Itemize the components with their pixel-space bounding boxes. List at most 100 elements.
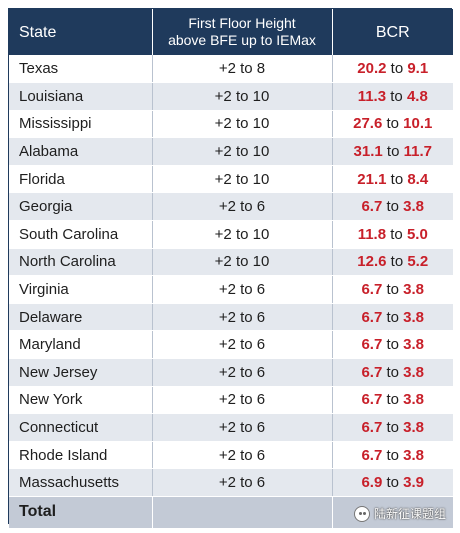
watermark: 陆新征课题组 [353,505,446,522]
table-row: Rhode Island +2 to 6 6.7 to 3.8 [9,441,453,470]
cell-first-floor-height: +2 to 6 [152,275,333,304]
cell-bcr: 6.9 to 3.9 [332,468,453,497]
bcr-from-value: 6.9 [361,474,383,492]
bcr-from-value: 6.7 [361,336,383,354]
column-header-height-line1: First Floor Height [188,15,296,31]
bcr-from-value: 27.6 [353,115,383,133]
table-row: Louisiana +2 to 10 11.3 to 4.8 [9,82,453,111]
cell-first-floor-height: +2 to 6 [152,468,333,497]
table-row: Virginia +2 to 6 6.7 to 3.8 [9,275,453,304]
cell-state: Delaware [9,303,153,332]
bcr-to-value: 3.8 [403,363,425,381]
bcr-from-value: 31.1 [353,143,383,161]
cell-first-floor-height: +2 to 6 [152,192,333,222]
bcr-table-frame: State First Floor Height above BFE up to… [8,8,453,528]
bcr-from-value: 11.8 [357,225,387,243]
table-row: North Carolina +2 to 10 12.6 to 5.2 [9,248,453,277]
bcr-connector: to [390,87,403,105]
bcr-from-value: 21.1 [357,170,387,188]
cell-bcr: 12.6 to 5.2 [332,248,453,277]
bcr-to-value: 11.7 [403,143,432,161]
cell-state: Texas [9,55,153,84]
cell-state: Virginia [9,275,153,304]
bcr-to-value: 3.8 [403,281,425,299]
cell-first-floor-height: +2 to 6 [152,441,333,470]
bcr-to-value: 8.4 [407,170,429,188]
bcr-from-value: 6.7 [361,198,383,216]
bcr-to-value: 3.9 [403,474,425,492]
cell-bcr: 6.7 to 3.8 [332,413,453,442]
bcr-table: State First Floor Height above BFE up to… [9,9,453,528]
column-header-height-line2: above BFE up to IEMax [168,32,316,48]
cell-bcr: 6.7 to 3.8 [332,303,453,332]
bcr-connector: to [386,336,399,354]
table-header-row: State First Floor Height above BFE up to… [9,9,453,55]
cell-first-floor-height: +2 to 6 [152,330,333,360]
cell-bcr: 6.7 to 3.8 [332,192,453,222]
bcr-from-value: 11.3 [357,87,387,105]
total-label: Total [9,496,153,528]
cell-state: Mississippi [9,110,153,139]
cell-first-floor-height: +2 to 6 [152,386,333,415]
bcr-from-value: 6.7 [361,446,383,464]
bcr-connector: to [386,115,399,133]
cell-state: Alabama [9,137,153,166]
cell-bcr: 11.8 to 5.0 [332,220,453,249]
table-row: New Jersey +2 to 6 6.7 to 3.8 [9,358,453,387]
table-row: Alabama +2 to 10 31.1 to 11.7 [9,137,453,166]
cell-first-floor-height: +2 to 10 [152,248,333,277]
bcr-from-value: 6.7 [361,391,383,409]
cell-state: North Carolina [9,248,153,277]
cell-state: Massachusetts [9,468,153,497]
bcr-from-value: 6.7 [361,308,383,326]
table-row: New York +2 to 6 6.7 to 3.8 [9,386,453,415]
bcr-connector: to [390,253,404,271]
total-height [152,496,333,528]
cell-first-floor-height: +2 to 10 [152,82,333,111]
cell-state: Connecticut [9,413,153,442]
cell-first-floor-height: +2 to 10 [152,165,333,194]
cell-bcr: 6.7 to 3.8 [332,441,453,470]
bcr-to-value: 5.0 [406,225,428,243]
cell-bcr: 27.6 to 10.1 [332,110,453,139]
total-bcr [332,496,453,528]
bcr-to-value: 10.1 [403,115,433,133]
cell-first-floor-height: +2 to 10 [152,220,333,249]
table-row: Mississippi +2 to 10 27.6 to 10.1 [9,110,453,139]
cell-first-floor-height: +2 to 6 [152,413,333,442]
cell-bcr: 6.7 to 3.8 [332,358,453,387]
cell-state: Georgia [9,192,153,222]
cell-first-floor-height: +2 to 10 [152,137,333,166]
cell-first-floor-height: +2 to 6 [152,358,333,387]
table-row: Florida +2 to 10 21.1 to 8.4 [9,165,453,194]
bcr-connector: to [386,198,399,216]
cell-bcr: 6.7 to 3.8 [332,275,453,304]
column-header-state: State [9,9,153,55]
bcr-to-value: 3.8 [403,336,425,354]
cell-bcr: 20.2 to 9.1 [332,55,453,84]
bcr-to-value: 3.8 [403,419,425,437]
table-row: Connecticut +2 to 6 6.7 to 3.8 [9,413,453,442]
bcr-connector: to [390,225,403,243]
cell-state: Rhode Island [9,441,153,470]
bcr-to-value: 5.2 [407,253,429,271]
bcr-connector: to [386,446,399,464]
wechat-icon [353,505,370,522]
bcr-to-value: 3.8 [403,308,425,326]
table-row: Massachusetts +2 to 6 6.9 to 3.9 [9,468,453,497]
cell-state: Maryland [9,330,153,360]
cell-first-floor-height: +2 to 8 [152,55,333,84]
bcr-from-value: 6.7 [361,363,383,381]
cell-bcr: 31.1 to 11.7 [332,137,453,166]
bcr-connector: to [390,60,404,78]
bcr-to-value: 3.8 [403,446,425,464]
bcr-from-value: 6.7 [361,419,383,437]
bcr-from-value: 20.2 [357,60,387,78]
bcr-connector: to [390,170,404,188]
column-header-bcr: BCR [332,9,453,55]
cell-bcr: 6.7 to 3.8 [332,386,453,415]
cell-state: New York [9,386,153,415]
table-row: Delaware +2 to 6 6.7 to 3.8 [9,303,453,332]
cell-bcr: 21.1 to 8.4 [332,165,453,194]
table-row: South Carolina +2 to 10 11.8 to 5.0 [9,220,453,249]
